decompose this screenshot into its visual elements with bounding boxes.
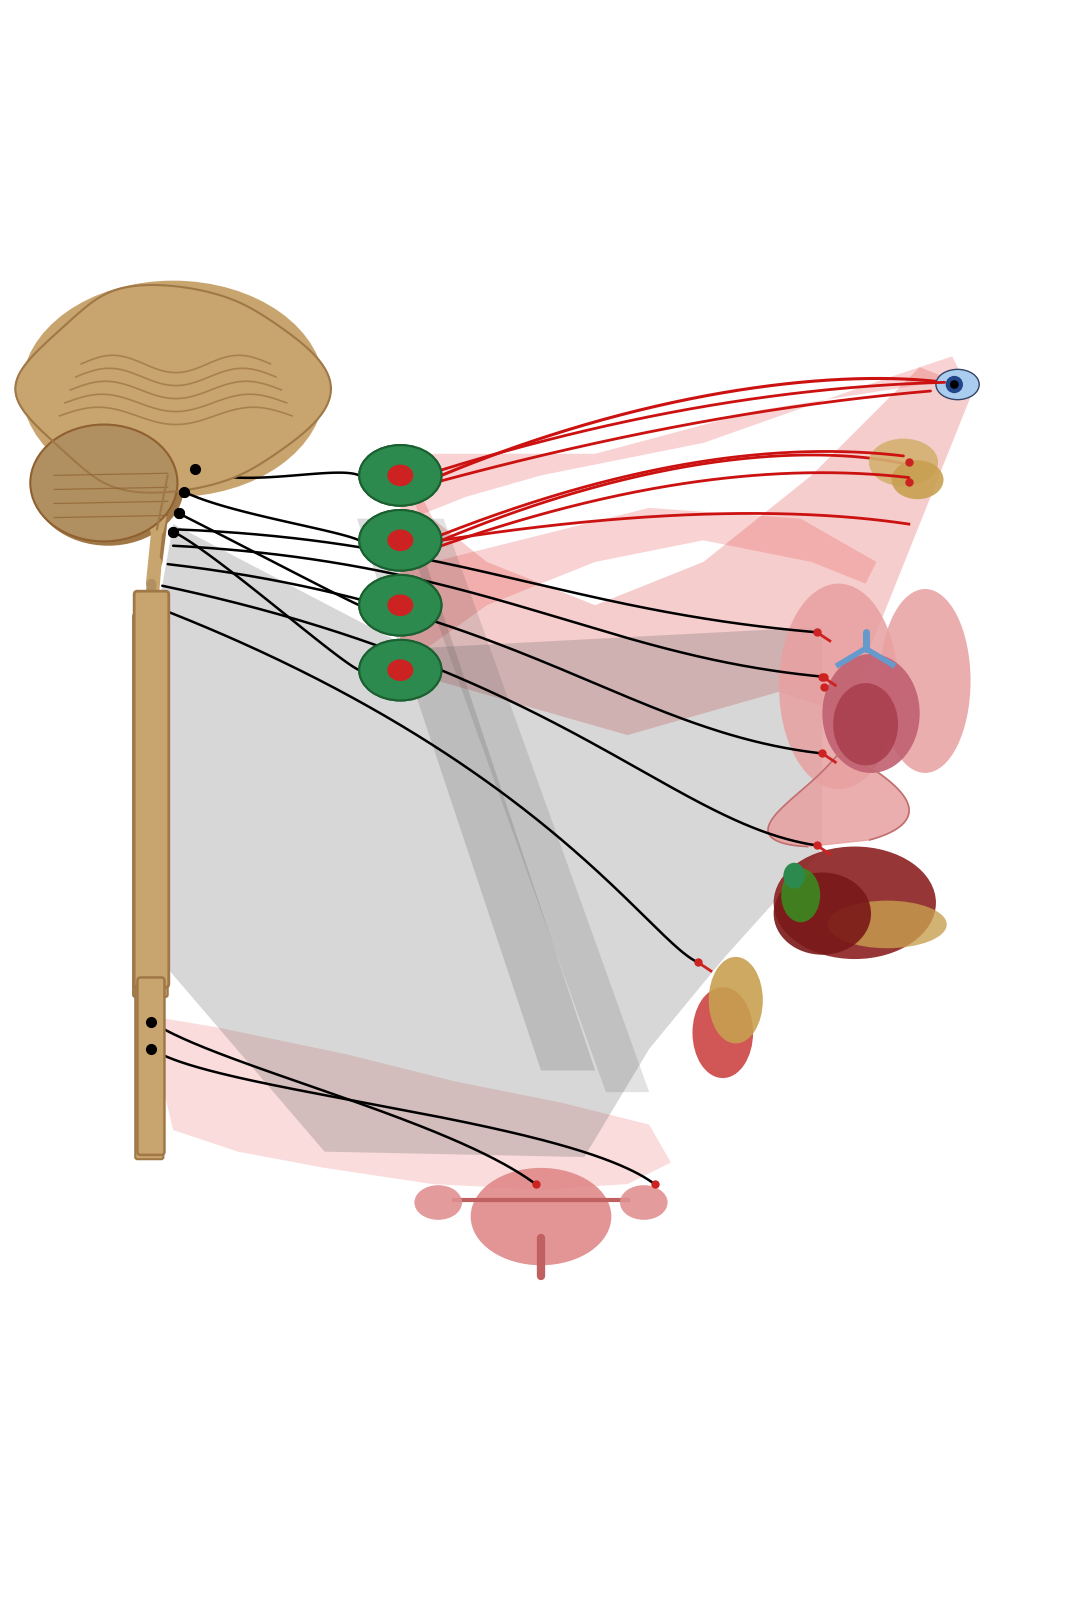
Ellipse shape <box>779 584 898 789</box>
Polygon shape <box>400 366 974 734</box>
Ellipse shape <box>414 1186 462 1219</box>
Ellipse shape <box>387 530 413 550</box>
Ellipse shape <box>620 1186 668 1219</box>
Ellipse shape <box>869 438 938 486</box>
Ellipse shape <box>892 461 944 499</box>
Ellipse shape <box>936 370 979 400</box>
Ellipse shape <box>97 389 227 475</box>
Polygon shape <box>400 357 963 670</box>
Ellipse shape <box>387 595 413 616</box>
FancyBboxPatch shape <box>133 614 168 997</box>
FancyBboxPatch shape <box>135 982 163 1160</box>
Ellipse shape <box>833 683 898 765</box>
Ellipse shape <box>359 445 441 506</box>
Ellipse shape <box>783 862 805 888</box>
Ellipse shape <box>387 595 413 616</box>
Polygon shape <box>151 1016 671 1189</box>
Ellipse shape <box>709 957 763 1043</box>
Ellipse shape <box>387 530 413 550</box>
Ellipse shape <box>946 376 963 394</box>
Ellipse shape <box>32 427 184 546</box>
Polygon shape <box>357 518 595 1070</box>
Ellipse shape <box>359 574 441 635</box>
FancyBboxPatch shape <box>137 978 164 1155</box>
Polygon shape <box>400 518 649 1093</box>
Ellipse shape <box>30 424 177 541</box>
Ellipse shape <box>774 872 871 955</box>
Ellipse shape <box>950 381 959 389</box>
Ellipse shape <box>359 640 441 701</box>
Ellipse shape <box>359 510 441 571</box>
Ellipse shape <box>692 987 753 1078</box>
Ellipse shape <box>359 574 441 635</box>
Ellipse shape <box>387 464 413 486</box>
Ellipse shape <box>774 846 936 958</box>
Ellipse shape <box>828 901 947 949</box>
Ellipse shape <box>359 445 441 506</box>
Ellipse shape <box>387 659 413 682</box>
Polygon shape <box>15 285 331 493</box>
Polygon shape <box>151 525 822 1157</box>
Ellipse shape <box>880 589 971 773</box>
Ellipse shape <box>359 510 441 571</box>
FancyBboxPatch shape <box>134 590 169 987</box>
Ellipse shape <box>387 464 413 486</box>
Ellipse shape <box>471 1168 611 1266</box>
Ellipse shape <box>387 659 413 682</box>
Ellipse shape <box>781 869 820 922</box>
Polygon shape <box>768 754 909 846</box>
Ellipse shape <box>22 280 325 498</box>
Ellipse shape <box>822 654 920 773</box>
Ellipse shape <box>359 640 441 701</box>
